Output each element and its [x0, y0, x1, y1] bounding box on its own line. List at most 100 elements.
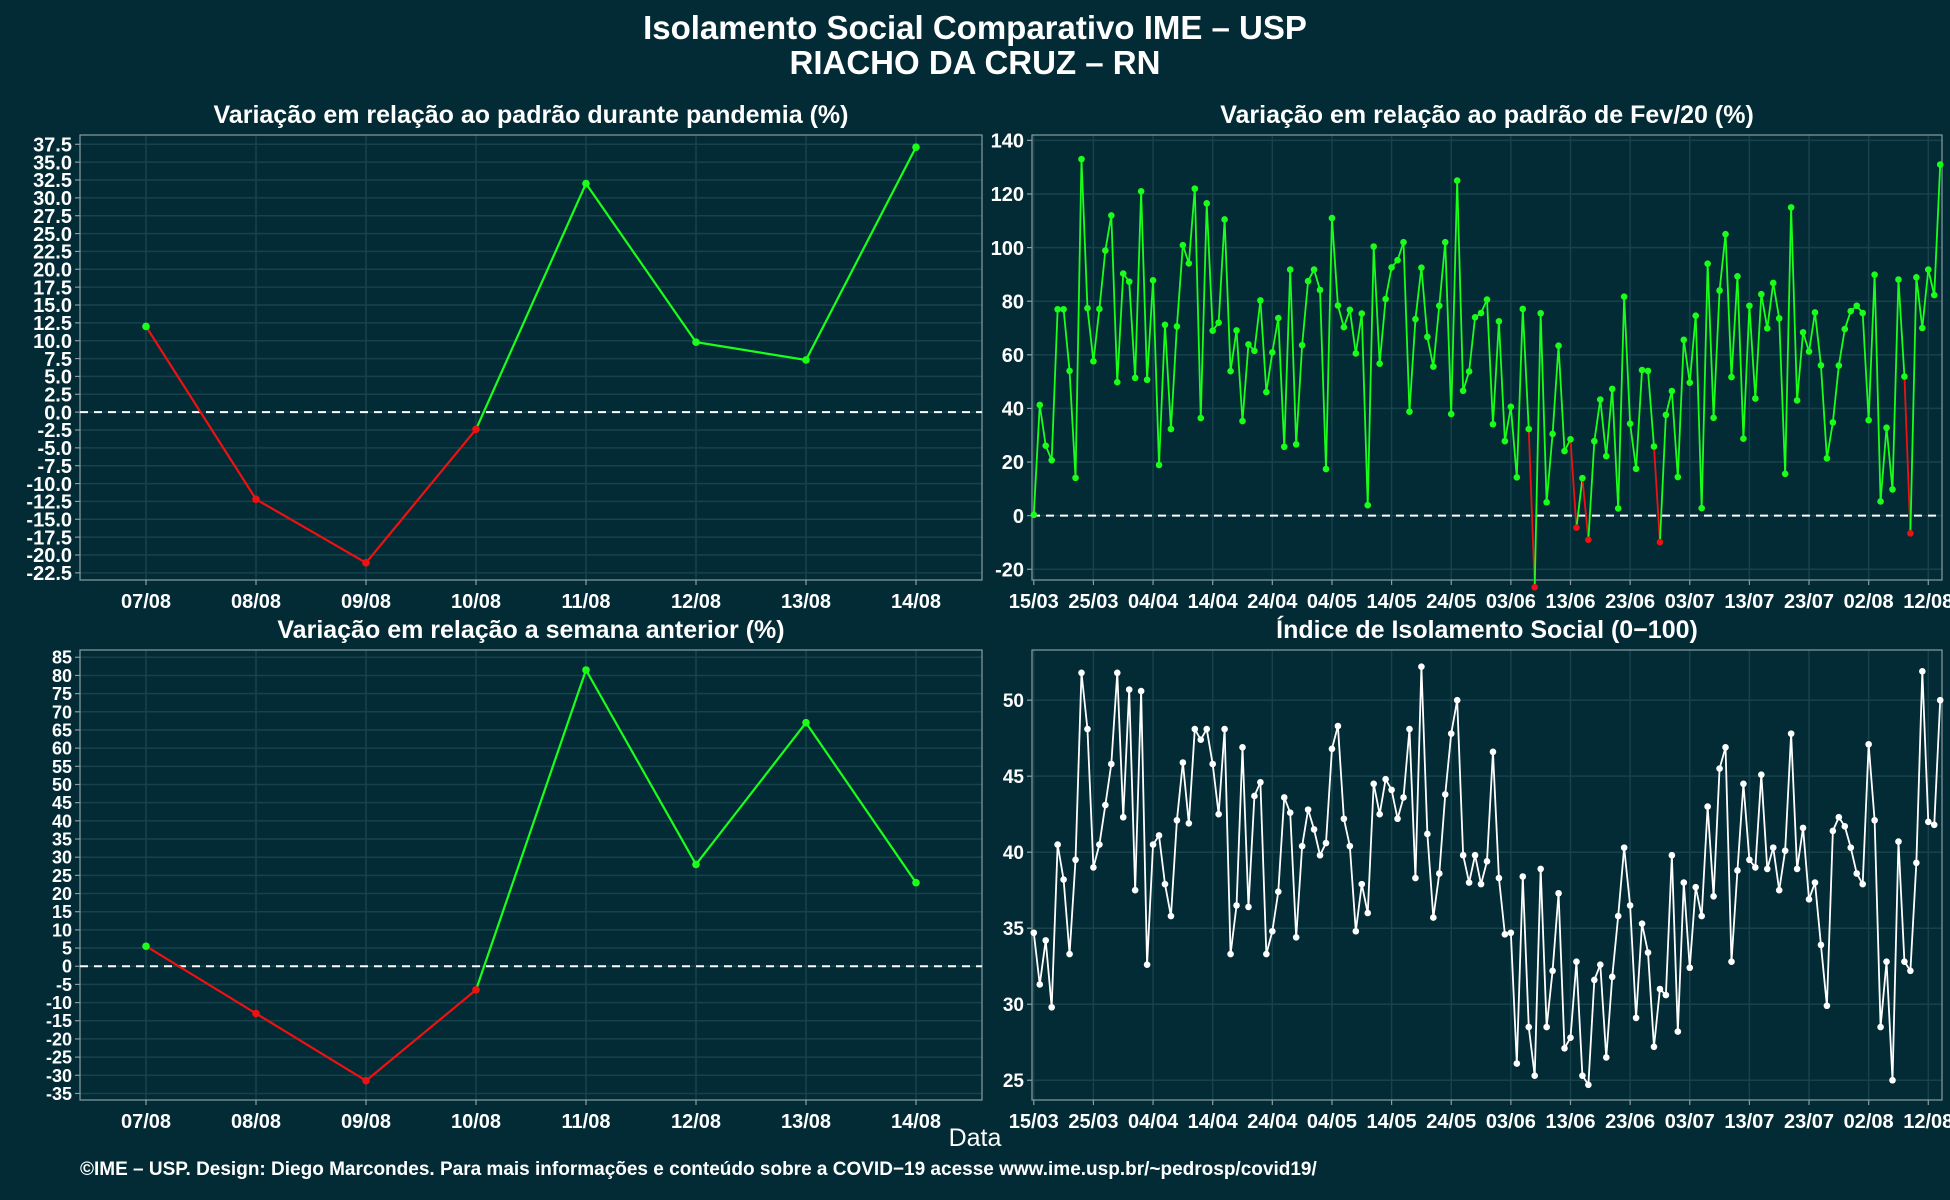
data-point — [692, 860, 700, 869]
y-tick-label: 50 — [1003, 691, 1024, 712]
series-segment — [1408, 729, 1417, 879]
series-segment — [1176, 762, 1184, 821]
x-tick-label: 12/08 — [671, 591, 721, 613]
series-segment — [1116, 672, 1125, 818]
data-point — [1179, 759, 1187, 766]
series-segment — [1366, 246, 1375, 506]
y-tick-label: 5.0 — [44, 367, 72, 389]
y-tick-label: 25 — [52, 866, 72, 886]
data-point — [1161, 880, 1169, 888]
data-point — [1113, 669, 1121, 677]
data-point — [802, 356, 810, 364]
data-point — [1775, 886, 1783, 894]
data-point — [1042, 937, 1050, 944]
series-segment — [1217, 219, 1226, 323]
y-tick-label: 120 — [991, 184, 1024, 206]
series-segment — [1402, 242, 1411, 412]
series-segment — [1486, 299, 1494, 425]
series-segment — [1050, 844, 1059, 1008]
series-segment — [1670, 390, 1679, 478]
x-tick-label: 24/05 — [1426, 591, 1476, 613]
series-segment — [1462, 855, 1470, 883]
series-segment — [1205, 203, 1214, 331]
data-point — [1930, 821, 1938, 829]
data-point — [1441, 238, 1449, 246]
y-tick-label: 100 — [991, 238, 1024, 260]
series-segment — [1462, 371, 1470, 392]
series-segment — [1229, 905, 1238, 955]
series-segment — [1802, 332, 1810, 352]
data-point — [1769, 844, 1777, 851]
data-point — [1573, 958, 1580, 965]
series-segment — [1420, 267, 1429, 337]
x-tick-label: 08/08 — [231, 1111, 281, 1133]
x-tick-label: 09/08 — [341, 1111, 391, 1133]
series-segment — [1676, 882, 1685, 1032]
x-tick-label: 24/04 — [1247, 591, 1298, 613]
series-segment — [1873, 274, 1882, 502]
series-segment — [1653, 988, 1661, 1047]
data-point — [1668, 851, 1676, 859]
series-segment — [585, 669, 697, 866]
data-point — [1752, 395, 1759, 402]
data-point — [1263, 388, 1270, 396]
data-point — [1799, 329, 1807, 336]
series-segment — [1301, 281, 1309, 346]
data-point — [1561, 1045, 1568, 1052]
data-point — [1924, 818, 1932, 826]
series-segment — [1509, 406, 1518, 478]
series-segment — [1784, 207, 1793, 474]
series-segment — [1283, 269, 1292, 447]
data-point — [1388, 264, 1395, 271]
series-segment — [1879, 961, 1888, 1028]
series-segment — [1915, 277, 1924, 329]
series-segment — [474, 183, 588, 430]
y-tick-label: 85 — [52, 648, 72, 668]
y-tick-label: -5 — [56, 975, 72, 995]
series-segment — [1414, 666, 1423, 879]
series-segment — [695, 341, 807, 362]
data-point — [1370, 243, 1377, 250]
series-segment — [1766, 282, 1775, 329]
data-point — [1817, 361, 1825, 369]
y-tick-label: 60 — [1002, 345, 1024, 367]
y-tick-label: -30 — [46, 1066, 72, 1086]
data-point — [1149, 841, 1157, 848]
series-segment — [1187, 188, 1196, 264]
data-point — [1829, 827, 1837, 835]
data-point — [1209, 760, 1216, 768]
y-tick-label: 65 — [52, 720, 72, 740]
data-point — [1394, 815, 1401, 823]
series-segment — [1474, 855, 1482, 885]
data-point — [1471, 313, 1479, 321]
data-point — [1668, 387, 1676, 395]
data-point — [1871, 816, 1878, 824]
data-point — [1292, 441, 1300, 448]
data-point — [1823, 454, 1831, 462]
series-segment — [1348, 846, 1357, 932]
series-segment — [1611, 915, 1620, 977]
series-segment — [1676, 339, 1685, 478]
data-point — [1328, 745, 1336, 753]
x-tick-label: 15/03 — [1009, 1111, 1059, 1133]
data-point — [1358, 310, 1366, 317]
data-point — [1376, 360, 1383, 367]
data-point — [1245, 903, 1252, 911]
data-point — [582, 666, 590, 674]
y-tick-label: 45 — [1003, 767, 1025, 788]
chart-panel-3: Variação em relação a semana anterior (%… — [46, 616, 983, 1133]
series-segment — [1074, 672, 1083, 860]
data-point — [1829, 419, 1837, 426]
x-tick-label: 14/08 — [891, 1111, 941, 1133]
series-segment — [1205, 728, 1214, 765]
data-point — [1889, 486, 1896, 493]
series-segment — [1378, 779, 1387, 815]
series-segment — [1802, 827, 1810, 900]
data-point — [1131, 374, 1139, 382]
data-point — [1382, 775, 1389, 783]
series-segment — [1402, 728, 1411, 798]
data-point — [1465, 368, 1473, 375]
y-tick-label: 25 — [1003, 1071, 1025, 1092]
series-segment — [1569, 961, 1578, 1038]
data-point — [1638, 920, 1646, 927]
